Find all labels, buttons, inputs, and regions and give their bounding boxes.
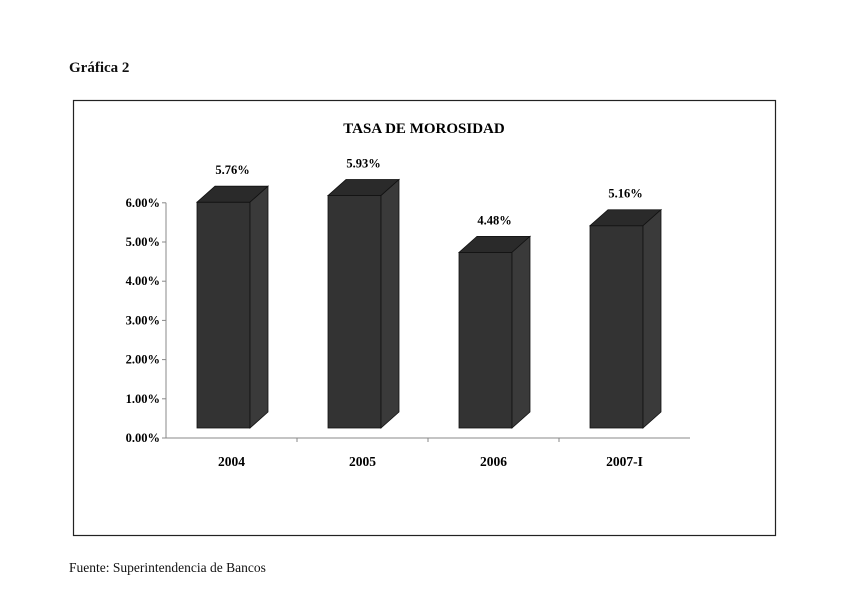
chart-title: TASA DE MOROSIDAD — [343, 121, 505, 137]
x-tick-label: 2005 — [349, 454, 376, 469]
data-label: 5.76% — [215, 163, 249, 177]
y-tick-label: 2.00% — [126, 353, 160, 367]
y-tick-label: 0.00% — [126, 431, 160, 445]
data-label: 4.48% — [477, 213, 511, 227]
bar-front — [327, 195, 382, 429]
bar-front — [196, 201, 251, 429]
bar-side — [642, 208, 662, 429]
y-tick-label: 3.00% — [126, 313, 160, 327]
figure-caption: Gráfica 2 — [69, 60, 130, 76]
chart-frame — [72, 99, 777, 537]
y-tick-label: 5.00% — [126, 235, 160, 249]
data-label: 5.93% — [346, 157, 380, 171]
x-tick-label: 2007-I — [606, 454, 643, 469]
source-note: Fuente: Superintendencia de Bancos — [69, 560, 266, 575]
bar-front — [458, 251, 513, 429]
y-tick-label: 4.00% — [126, 274, 160, 288]
bar-side — [380, 178, 400, 429]
x-tick-label: 2004 — [218, 454, 245, 469]
bar-side — [249, 185, 269, 429]
y-tick-label: 1.00% — [126, 392, 160, 406]
bar-front — [589, 225, 644, 429]
x-tick-label: 2006 — [480, 454, 507, 469]
y-tick-label: 6.00% — [126, 196, 160, 210]
data-label: 5.16% — [608, 187, 642, 201]
bar-side — [511, 235, 531, 429]
